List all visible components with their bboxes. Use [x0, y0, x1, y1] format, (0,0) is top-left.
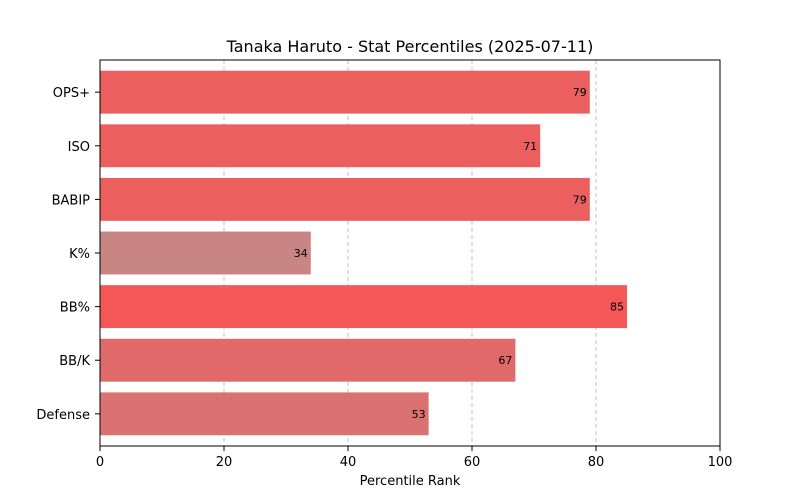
- bars: [100, 70, 627, 436]
- x-axis-ticks: 0 20 40 60 80 100: [96, 446, 733, 470]
- data-labels: 79 71 79 34 85 67 53: [294, 86, 624, 421]
- bar-0: [100, 70, 590, 114]
- data-label-5: 67: [498, 354, 512, 367]
- y-tick-label-0: OPS+: [53, 86, 90, 101]
- data-label-6: 53: [412, 408, 426, 421]
- x-tick-label-20: 20: [216, 455, 233, 470]
- x-tick-label-100: 100: [708, 455, 733, 470]
- bar-1: [100, 124, 541, 168]
- data-label-2: 79: [573, 193, 587, 206]
- y-tick-label-3: K%: [69, 247, 90, 262]
- data-label-1: 71: [523, 140, 537, 153]
- y-tick-label-5: BB/K: [59, 354, 90, 369]
- bar-3: [100, 231, 311, 275]
- chart-title: Tanaka Haruto - Stat Percentiles (2025-0…: [226, 37, 594, 56]
- y-tick-label-1: ISO: [68, 140, 90, 155]
- x-axis-label: Percentile Rank: [360, 474, 461, 489]
- y-tick-label-2: BABIP: [52, 193, 91, 208]
- x-tick-label-80: 80: [588, 455, 605, 470]
- data-label-0: 79: [573, 86, 587, 99]
- x-tick-label-0: 0: [96, 455, 104, 470]
- data-label-4: 85: [610, 301, 624, 314]
- bar-5: [100, 338, 516, 382]
- y-tick-label-4: BB%: [60, 301, 90, 316]
- y-tick-label-6: Defense: [36, 408, 90, 423]
- bar-2: [100, 177, 590, 221]
- bar-4: [100, 285, 627, 329]
- data-label-3: 34: [294, 247, 308, 260]
- bar-6: [100, 392, 429, 436]
- x-tick-label-40: 40: [340, 455, 357, 470]
- x-tick-label-60: 60: [464, 455, 481, 470]
- y-axis-ticks: OPS+ ISO BABIP K% BB% BB/K Defense: [36, 86, 100, 423]
